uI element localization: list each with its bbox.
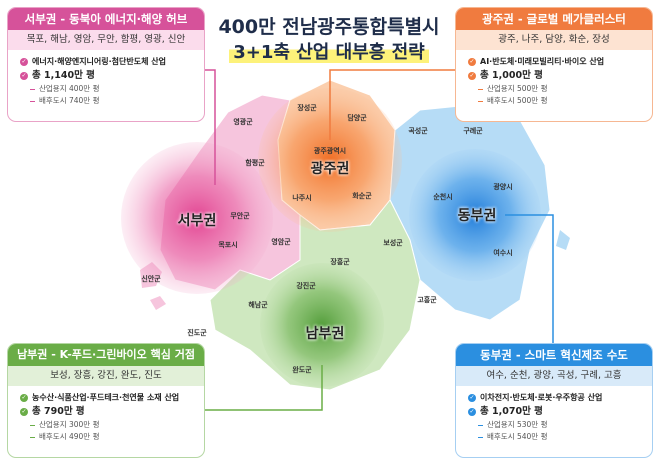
check-icon: ✓ xyxy=(20,72,28,80)
title-line2: 3+1축 산업 대부흥 전략 xyxy=(0,38,658,64)
dash-icon xyxy=(30,100,35,102)
check-icon: ✓ xyxy=(468,408,476,416)
check-icon: ✓ xyxy=(20,394,28,402)
east-industry: 이차전지·반도체·로봇·우주항공 산업 xyxy=(480,393,603,402)
zone-label-gwangju: 광주권 xyxy=(310,161,350,177)
west-connector xyxy=(205,69,216,185)
gwangju-connector xyxy=(329,69,455,140)
gwangju-land: 산업용지 500만 평 xyxy=(487,84,548,93)
map-label: 광양시 xyxy=(493,183,513,191)
gwangju-industry: AI·반도체·미래모빌리티·바이오 산업 xyxy=(480,57,605,66)
dash-icon xyxy=(478,100,483,102)
south-industry: 농수산·식품산업·푸드테크·천연물 소재 산업 xyxy=(32,393,180,402)
check-icon: ✓ xyxy=(468,58,476,66)
zone-label-west: 서부권 xyxy=(177,213,217,229)
west-city: 배후도시 740만 평 xyxy=(39,96,100,105)
map-label: 완도군 xyxy=(292,366,312,374)
dash-icon xyxy=(30,436,35,438)
west-zone-circle xyxy=(121,142,273,294)
south-total: 총 790만 평 xyxy=(32,406,85,417)
south-connector xyxy=(205,365,323,411)
map-label: 광주광역시 xyxy=(313,147,347,155)
map-label: 담양군 xyxy=(347,114,367,122)
west-industry: 에너지·해양엔지니어링·첨단반도체 산업 xyxy=(32,57,166,66)
map-label: 장흥군 xyxy=(330,258,350,266)
south-city: 배후도시 490만 평 xyxy=(39,432,100,441)
zone-label-east: 동부권 xyxy=(457,208,497,224)
map-label: 나주시 xyxy=(292,194,312,202)
map-label: 순천시 xyxy=(433,193,453,201)
zone-label-south: 남부권 xyxy=(305,326,345,342)
east-city: 배후도시 540만 평 xyxy=(487,432,548,441)
map-label: 함평군 xyxy=(245,159,265,167)
east-areas: 여수, 순천, 광양, 곡성, 구례, 고흥 xyxy=(456,366,652,386)
check-icon: ✓ xyxy=(468,72,476,80)
title-line2-text: 3+1축 산업 대부흥 전략 xyxy=(229,42,429,63)
map-label: 고흥군 xyxy=(417,296,437,304)
map-label: 진도군 xyxy=(187,329,207,337)
gwangju-zone-circle xyxy=(258,88,402,232)
map-label: 무안군 xyxy=(230,212,250,220)
gwangju-header: 광주권 - 글로벌 메가클러스터 xyxy=(456,8,652,30)
map-label: 곡성군 xyxy=(408,127,428,135)
map-label: 영광군 xyxy=(233,118,253,126)
dash-icon xyxy=(478,436,483,438)
dash-icon xyxy=(30,424,35,426)
check-icon: ✓ xyxy=(468,394,476,402)
map-label: 영암군 xyxy=(271,238,291,246)
south-land: 산업용지 300만 평 xyxy=(39,420,100,429)
dash-icon xyxy=(30,88,35,90)
south-zone-circle xyxy=(260,263,384,387)
title-line1: 400만 전남광주통합특별시 xyxy=(218,16,440,38)
south-areas: 보성, 장흥, 강진, 완도, 진도 xyxy=(8,366,204,386)
map-label: 구례군 xyxy=(463,127,483,135)
east-header: 동부권 - 스마트 혁신제조 수도 xyxy=(456,344,652,366)
map-label: 화순군 xyxy=(352,192,372,200)
east-land: 산업용지 530만 평 xyxy=(487,420,548,429)
gwangju-city: 배후도시 500만 평 xyxy=(487,96,548,105)
west-land: 산업용지 400만 평 xyxy=(39,84,100,93)
map-label: 해남군 xyxy=(248,301,268,309)
west-header: 서부권 - 동북아 에너지·해양 허브 xyxy=(8,8,204,30)
map-label: 보성군 xyxy=(383,239,403,247)
west-total: 총 1,140만 평 xyxy=(32,70,95,81)
south-info-box: 남부권 - K-푸드·그린바이오 핵심 거점 보성, 장흥, 강진, 완도, 진… xyxy=(7,343,205,458)
gwangju-info-box: 광주권 - 글로벌 메가클러스터 광주, 나주, 담양, 화순, 장성 ✓ AI·… xyxy=(455,7,653,122)
map-label: 신안군 xyxy=(141,275,161,283)
check-icon: ✓ xyxy=(20,408,28,416)
gwangju-total: 총 1,000만 평 xyxy=(480,70,543,81)
east-info-box: 동부권 - 스마트 혁신제조 수도 여수, 순천, 광양, 곡성, 구례, 고흥… xyxy=(455,343,653,458)
map-label: 장성군 xyxy=(297,104,317,112)
dash-icon xyxy=(478,88,483,90)
gwangju-areas: 광주, 나주, 담양, 화순, 장성 xyxy=(456,30,652,50)
map-label: 강진군 xyxy=(296,282,316,290)
map-label: 목포시 xyxy=(218,241,238,249)
east-zone-circle xyxy=(409,149,541,281)
east-total: 총 1,070만 평 xyxy=(480,406,543,417)
map-label: 여수시 xyxy=(493,249,513,257)
west-info-box: 서부권 - 동북아 에너지·해양 허브 목포, 해남, 영암, 무안, 함평, … xyxy=(7,7,205,122)
dash-icon xyxy=(478,424,483,426)
east-connector xyxy=(505,214,554,343)
south-header: 남부권 - K-푸드·그린바이오 핵심 거점 xyxy=(8,344,204,366)
west-areas: 목포, 해남, 영암, 무안, 함평, 영광, 신안 xyxy=(8,30,204,50)
check-icon: ✓ xyxy=(20,58,28,66)
